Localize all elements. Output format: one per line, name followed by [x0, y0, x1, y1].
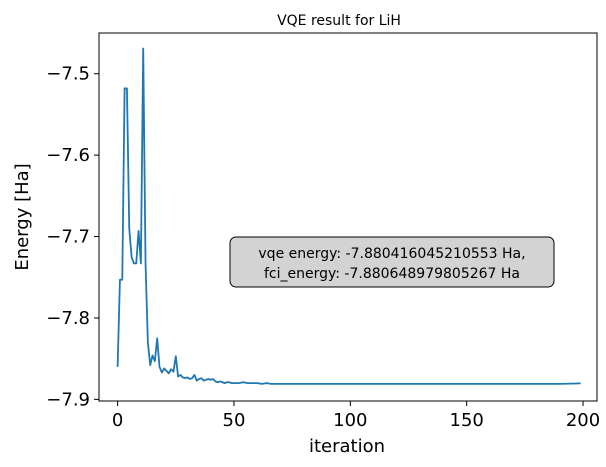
series-line	[116, 47, 581, 385]
y-tick-label: −7.6	[46, 145, 90, 166]
y-tick-label: −7.5	[46, 64, 90, 85]
energy-annotation: vqe energy: -7.880416045210553 Ha, fci_e…	[229, 236, 555, 288]
x-tick-label: 200	[566, 410, 600, 431]
x-axis: 0 50 100 150 200	[112, 401, 600, 431]
chart-title: VQE result for LiH	[277, 13, 401, 29]
y-tick-label: −7.8	[46, 308, 90, 329]
y-tick-label: −7.7	[46, 227, 90, 248]
annotation-box	[229, 236, 555, 288]
x-tick-label: 100	[333, 410, 367, 431]
y-axis-label: Energy [Ha]	[12, 163, 33, 270]
y-axis: −7.9 −7.8 −7.7 −7.6 −7.5	[46, 64, 99, 410]
plot-frame	[98, 32, 598, 402]
x-tick-label: 50	[223, 410, 246, 431]
x-axis-label: iteration	[309, 436, 385, 457]
annotation-vqe-energy: vqe energy: -7.880416045210553 Ha,	[258, 246, 525, 262]
x-tick-label: 150	[450, 410, 484, 431]
x-tick-label: 0	[112, 410, 123, 431]
y-tick-label: −7.9	[46, 389, 90, 410]
annotation-fci-energy: fci_energy: -7.880648979805267 Ha	[264, 266, 520, 282]
